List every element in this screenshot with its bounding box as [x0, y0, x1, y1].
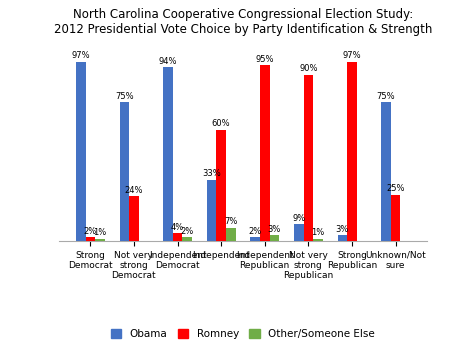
Text: 9%: 9%: [292, 214, 305, 223]
Bar: [76, 62, 85, 241]
Text: 75%: 75%: [115, 92, 134, 101]
Text: 97%: 97%: [72, 51, 90, 60]
Text: 60%: 60%: [212, 119, 230, 128]
Bar: [119, 102, 129, 241]
Text: 1%: 1%: [311, 228, 325, 237]
Text: 75%: 75%: [377, 92, 395, 101]
Text: 25%: 25%: [386, 184, 405, 193]
Legend: Obama, Romney, Other/Someone Else: Obama, Romney, Other/Someone Else: [111, 329, 375, 339]
Bar: [313, 239, 323, 241]
Bar: [216, 130, 226, 241]
Text: 3%: 3%: [336, 225, 349, 234]
Text: 2%: 2%: [248, 227, 262, 236]
Bar: [337, 235, 347, 241]
Bar: [95, 239, 105, 241]
Text: 2%: 2%: [181, 227, 194, 236]
Title: North Carolina Cooperative Congressional Election Study:
2012 Presidential Vote : North Carolina Cooperative Congressional…: [54, 8, 432, 36]
Bar: [226, 228, 236, 241]
Text: 90%: 90%: [299, 64, 318, 73]
Bar: [294, 224, 303, 241]
Text: 24%: 24%: [125, 186, 143, 195]
Bar: [85, 237, 95, 241]
Bar: [129, 196, 139, 241]
Text: 2%: 2%: [84, 227, 97, 236]
Bar: [207, 180, 216, 241]
Bar: [260, 65, 270, 241]
Bar: [381, 102, 391, 241]
Bar: [173, 234, 182, 241]
Text: 4%: 4%: [171, 223, 184, 232]
Text: 94%: 94%: [159, 57, 177, 66]
Bar: [250, 237, 260, 241]
Text: 33%: 33%: [202, 169, 221, 178]
Text: 7%: 7%: [224, 217, 237, 226]
Text: 97%: 97%: [343, 51, 361, 60]
Bar: [391, 195, 401, 241]
Bar: [270, 235, 279, 241]
Text: 95%: 95%: [255, 55, 274, 64]
Bar: [347, 62, 357, 241]
Text: 3%: 3%: [268, 225, 281, 234]
Bar: [303, 75, 313, 241]
Text: 1%: 1%: [93, 228, 107, 237]
Bar: [182, 237, 192, 241]
Bar: [163, 67, 173, 241]
